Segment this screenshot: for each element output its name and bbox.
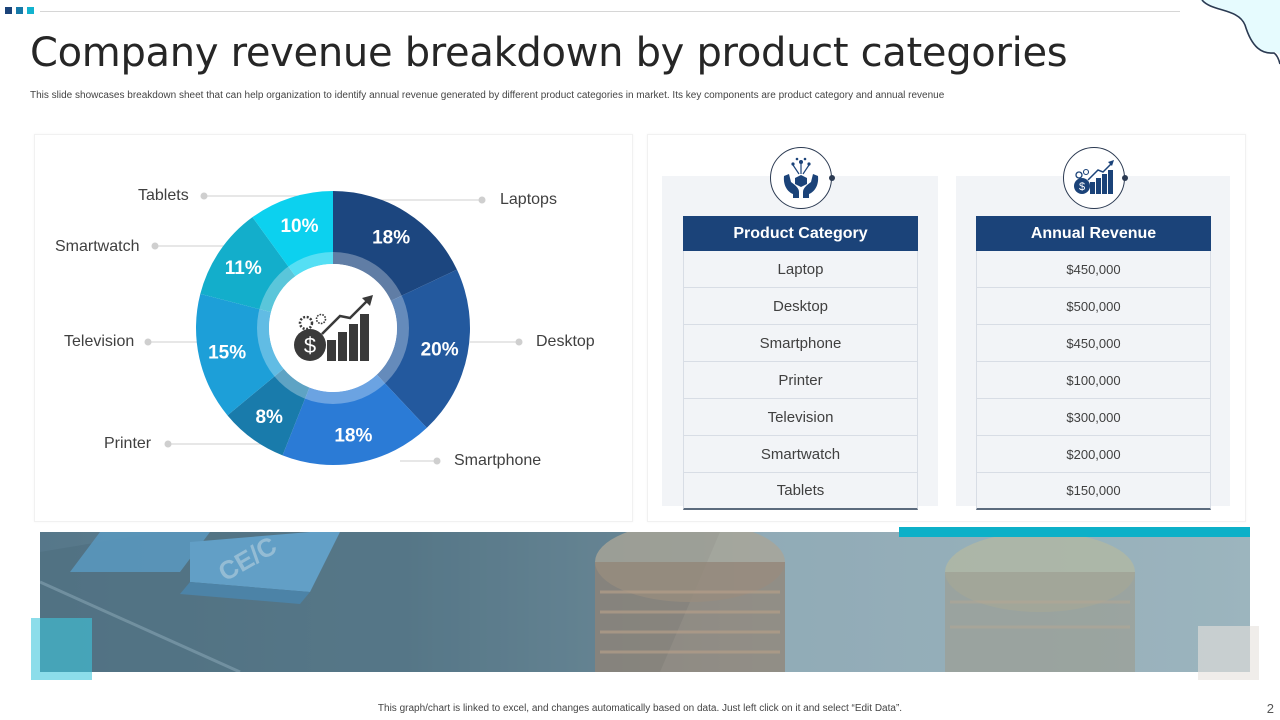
table-cell-category: Laptop xyxy=(683,251,918,288)
table-cell-category: Tablets xyxy=(683,473,918,510)
revenue-icon-badge: $ xyxy=(1063,147,1128,209)
header-divider xyxy=(40,11,1180,12)
table-cell-category: Desktop xyxy=(683,288,918,325)
donut-slices xyxy=(196,191,470,465)
legend-television: Television xyxy=(64,333,135,350)
table-cell-revenue: $500,000 xyxy=(976,288,1211,325)
teal-accent-square xyxy=(31,618,92,680)
photo-illustration: CE/C xyxy=(40,532,1250,672)
accent-square-blue xyxy=(16,7,23,14)
corner-wave-decoration xyxy=(1200,0,1280,65)
calculator-coins-photo: CE/C xyxy=(40,532,1250,672)
donut-slice-smartphone[interactable] xyxy=(282,374,427,465)
badge-dot xyxy=(1122,175,1128,181)
table-cell-category: Smartphone xyxy=(683,325,918,362)
table-cell-revenue: $100,000 xyxy=(976,362,1211,399)
product-icon-badge xyxy=(770,147,835,209)
legend-laptops: Laptops xyxy=(500,191,557,208)
product-category-header: Product Category xyxy=(683,216,918,251)
table-cell-revenue: $450,000 xyxy=(976,251,1211,288)
legend-smartphone: Smartphone xyxy=(454,452,542,469)
donut-slice-television[interactable] xyxy=(196,293,284,416)
table-cell-revenue: $150,000 xyxy=(976,473,1211,510)
donut-slice-desktop[interactable] xyxy=(376,269,470,428)
table-cell-category: Television xyxy=(683,399,918,436)
annual-revenue-header: Annual Revenue xyxy=(976,216,1211,251)
beige-accent-square xyxy=(1198,626,1259,680)
teal-accent-bar xyxy=(899,527,1250,537)
product-category-column: Product Category Laptop Desktop Smartpho… xyxy=(683,216,918,510)
table-cell-revenue: $450,000 xyxy=(976,325,1211,362)
svg-text:$: $ xyxy=(1079,181,1085,193)
table-cell-revenue: $300,000 xyxy=(976,399,1211,436)
accent-square-navy xyxy=(5,7,12,14)
annual-revenue-column: Annual Revenue $450,000 $500,000 $450,00… xyxy=(976,216,1211,510)
legend-tablets: Tablets xyxy=(138,187,189,204)
badge-dot xyxy=(829,175,835,181)
footer-note: This graph/chart is linked to excel, and… xyxy=(0,703,1280,714)
legend-smartwatch: Smartwatch xyxy=(55,238,140,255)
page-number: 2 xyxy=(1266,701,1274,716)
table-cell-revenue: $200,000 xyxy=(976,436,1211,473)
table-cell-category: Smartwatch xyxy=(683,436,918,473)
accent-square-teal xyxy=(27,7,34,14)
legend-printer: Printer xyxy=(104,435,152,452)
legend-desktop: Desktop xyxy=(536,333,595,350)
accent-squares xyxy=(5,7,34,14)
footer-note-text: This graph/chart is linked to excel, and… xyxy=(377,703,903,714)
donut-slice-laptops[interactable] xyxy=(333,191,457,301)
page-title: Company revenue breakdown by product cat… xyxy=(30,30,1068,76)
table-cell-category: Printer xyxy=(683,362,918,399)
page-subtitle: This slide showcases breakdown sheet tha… xyxy=(30,90,945,101)
hands-product-icon xyxy=(783,157,819,198)
revenue-growth-icon: $ xyxy=(1074,160,1114,194)
donut-slice-tablets[interactable] xyxy=(252,191,333,277)
